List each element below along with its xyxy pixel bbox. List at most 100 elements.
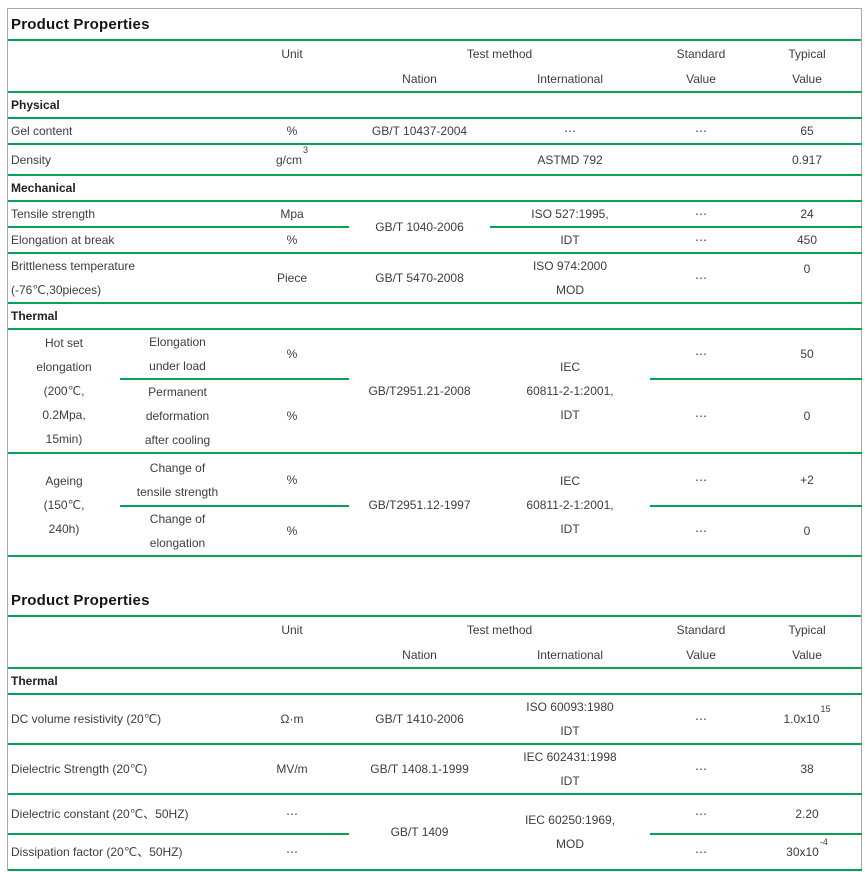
typical-cell: 50 [752, 329, 862, 380]
section-label: Mechanical [8, 175, 862, 202]
typical-cell: 30x10-4 [752, 834, 862, 871]
text-line: ISO 974:2000 [532, 259, 608, 273]
standard-cell: ⋯ [650, 379, 752, 454]
sub-property-cell: Change of elongation [120, 506, 235, 557]
international-cell: IDT [490, 227, 650, 254]
property-cell: Dissipation factor (20℃、50HZ) [8, 834, 235, 871]
table-row: Brittleness temperature (-76℃,30pieces) … [8, 253, 862, 304]
standard-cell: ⋯ [650, 227, 752, 254]
standard-cell: ⋯ [650, 453, 752, 507]
header-spacer [8, 67, 235, 93]
col-header-nation: Nation [349, 643, 490, 669]
table-row: Gel content % GB/T 10437-2004 ⋯ ⋯ 65 [8, 118, 862, 145]
property-cell: Hot set elongation (200℃, 0.2Mpa, 15min) [8, 329, 120, 454]
nation-cell: GB/T 10437-2004 [349, 118, 490, 145]
unit-superscript: 3 [303, 144, 309, 155]
text-line: IEC [559, 473, 580, 488]
text-line: Permanent [148, 385, 207, 399]
nation-cell [349, 144, 490, 176]
international-cell: ISO 60093:1980 IDT [490, 694, 650, 745]
page-title-2: Product Properties [8, 585, 861, 617]
value-base: 1.0x10 [783, 712, 820, 726]
sub-property-cell: Elongation under load [120, 329, 235, 380]
table-row: Density g/cm3 ASTMD 792 0.917 [8, 144, 862, 176]
text-line: 15min) [45, 432, 83, 446]
standard-cell: ⋯ [650, 506, 752, 557]
typical-cell: 38 [752, 744, 862, 795]
standard-cell: ⋯ [650, 694, 752, 745]
unit-cell: % [235, 329, 349, 380]
col-header-international: International [490, 67, 650, 93]
col-header-test-method: Test method [466, 47, 533, 61]
section-label: Thermal [8, 668, 862, 695]
text-line: elongation [36, 360, 92, 374]
header-spacer [235, 643, 349, 669]
text-line: (-76℃,30pieces) [11, 283, 102, 297]
col-header-typical-value: Value [752, 67, 862, 93]
section-label: Physical [8, 92, 862, 119]
text-line: IEC [559, 360, 580, 374]
standard-cell: ⋯ [650, 834, 752, 871]
table-gap [8, 557, 861, 585]
text-line: MOD [556, 837, 584, 851]
unit-cell: Piece [235, 253, 349, 304]
header-row-2: Nation International Value Value [8, 67, 862, 93]
text-line: tensile strength [136, 484, 219, 499]
nation-cell: GB/T 1409 [349, 794, 490, 871]
text-line: IEC 60250:1969, [524, 813, 616, 827]
text-line: deformation [145, 409, 210, 423]
col-header-test-method: Test method [466, 623, 533, 637]
typical-cell: 24 [752, 201, 862, 228]
unit-cell: % [235, 453, 349, 507]
property-cell: Dielectric Strength (20℃) [8, 744, 235, 795]
property-cell: Brittleness temperature (-76℃,30pieces) [8, 253, 235, 304]
international-cell: ⋯ [490, 118, 650, 145]
property-cell: Ageing (150℃, 240h) [8, 453, 120, 557]
standard-cell: ⋯ [650, 253, 752, 304]
sub-property-cell: Permanent deformation after cooling [120, 379, 235, 454]
table-row: Change of elongation % ⋯ 0 [8, 506, 862, 557]
text-line: MOD [556, 283, 584, 297]
nation-cell: GB/T 1408.1-1999 [349, 744, 490, 795]
col-header-typical-value: Value [752, 643, 862, 669]
unit-base: g/cm [275, 152, 302, 167]
unit-cell: MV/m [235, 744, 349, 795]
unit-cell: % [235, 118, 349, 145]
property-cell: DC volume resistivity (20℃) [8, 694, 235, 745]
text-line: ISO 60093:1980 [526, 700, 614, 714]
typical-cell: 450 [752, 227, 862, 254]
unit-cell: % [235, 227, 349, 254]
table-row: Dielectric constant (20℃、50HZ) ⋯ GB/T 14… [8, 794, 862, 871]
section-row-thermal: Thermal [8, 303, 862, 330]
property-cell: Gel content [8, 118, 235, 145]
col-header-standard: Standard [676, 47, 726, 61]
text-line: 0.2Mpa, [42, 408, 86, 422]
table-row: DC volume resistivity (20℃) Ω·m GB/T 141… [8, 694, 862, 745]
col-header-typical: Typical [788, 623, 826, 637]
text-line: after cooling [144, 433, 211, 447]
typical-cell: 0 [752, 253, 862, 304]
property-cell: Elongation at break [8, 227, 235, 254]
header-spacer [8, 617, 235, 643]
text-line: IEC 602431:1998 [523, 750, 617, 764]
text-line: IDT [560, 774, 580, 788]
standard-cell: ⋯ [650, 329, 752, 380]
international-cell: IEC 60250:1969, MOD [490, 794, 650, 871]
section-row-physical: Physical [8, 92, 862, 119]
text-line: (200℃, [43, 384, 85, 398]
international-cell: IEC 602431:1998 IDT [490, 744, 650, 795]
value-superscript: 15 [820, 704, 831, 714]
property-cell: Tensile strength [8, 201, 235, 228]
nation-cell: GB/T2951.12-1997 [349, 453, 490, 557]
international-cell: IEC 60811-2-1:2001, IDT [490, 329, 650, 454]
standard-cell: ⋯ [650, 118, 752, 145]
text-line: Brittleness temperature [11, 259, 136, 273]
header-spacer [235, 67, 349, 93]
unit-cell: ⋯ [235, 794, 349, 835]
col-header-standard: Standard [676, 623, 726, 637]
col-header-unit: Unit [281, 47, 303, 61]
unit-cell: % [235, 506, 349, 557]
unit-cell: g/cm3 [235, 144, 349, 176]
text-line: Ageing [45, 473, 83, 488]
text-line: 60811-2-1:2001, [526, 497, 614, 512]
